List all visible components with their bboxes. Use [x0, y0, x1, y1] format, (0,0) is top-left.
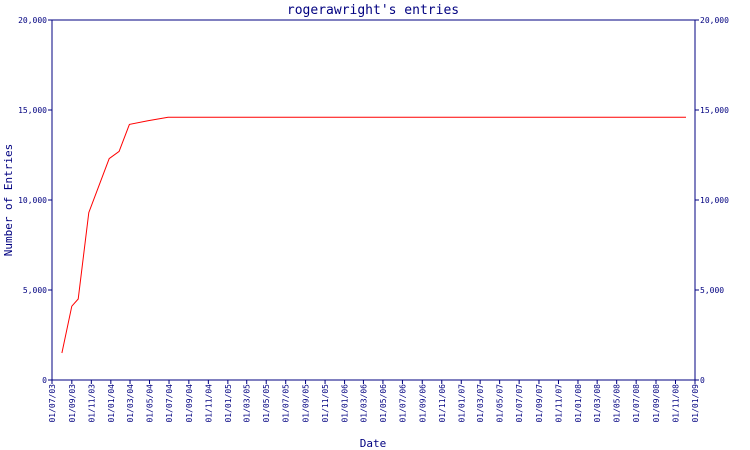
x-tick-label: 01/03/05 — [243, 384, 252, 423]
x-tick-label: 01/07/06 — [398, 384, 407, 423]
x-tick-label: 01/05/05 — [262, 384, 271, 423]
x-tick-label: 01/01/09 — [691, 384, 700, 423]
x-tick-label: 01/11/06 — [438, 384, 447, 423]
data-line — [61, 116, 686, 354]
x-tick-label: 01/01/08 — [574, 384, 583, 423]
x-tick-label: 01/07/03 — [48, 384, 57, 423]
x-axis-label: Date — [360, 437, 387, 450]
x-tick-label: 01/09/08 — [652, 384, 661, 423]
plot-frame — [51, 19, 696, 381]
x-tick-label: 01/03/04 — [126, 384, 135, 423]
x-tick-label: 01/11/07 — [554, 384, 563, 423]
y-tick-label: 15,000 — [18, 106, 47, 115]
x-tick-label: 01/03/07 — [476, 384, 485, 423]
x-tick-label: 01/01/07 — [457, 384, 466, 423]
x-tick-label: 01/11/08 — [671, 384, 680, 423]
y-axis-label: Number of Entries — [2, 144, 15, 257]
x-tick-label: 01/09/05 — [302, 384, 311, 423]
x-tick-label: 01/11/05 — [321, 384, 330, 423]
y2-tick-label: 10,000 — [700, 196, 729, 205]
x-tick-label: 01/01/06 — [341, 384, 350, 423]
y2-tick-label: 15,000 — [700, 106, 729, 115]
x-tick-label: 01/07/04 — [165, 384, 174, 423]
x-tick-label: 01/07/05 — [282, 384, 291, 423]
y2-tick-label: 0 — [700, 376, 705, 385]
x-tick-label: 01/03/08 — [593, 384, 602, 423]
x-tick-label: 01/11/04 — [204, 384, 213, 423]
y-tick-label: 0 — [42, 376, 47, 385]
y-tick-label: 20,000 — [18, 16, 47, 25]
y2-tick-label: 20,000 — [700, 16, 729, 25]
x-tick-label: 01/07/07 — [515, 384, 524, 423]
x-tick-label: 01/05/04 — [146, 384, 155, 423]
x-tick-label: 01/09/03 — [68, 384, 77, 423]
x-tick-label: 01/05/06 — [379, 384, 388, 423]
x-tick-label: 01/09/07 — [535, 384, 544, 423]
x-tick-label: 01/11/03 — [87, 384, 96, 423]
x-tick-label: 01/05/08 — [613, 384, 622, 423]
chart-title: rogerawright's entries — [287, 3, 459, 18]
y-tick-label: 5,000 — [23, 286, 47, 295]
y2-tick-label: 5,000 — [700, 286, 724, 295]
x-tick-label: 01/03/06 — [359, 384, 368, 423]
x-tick-label: 01/05/07 — [496, 384, 505, 423]
x-tick-label: 01/01/04 — [107, 384, 116, 423]
x-tick-label: 01/07/08 — [632, 384, 641, 423]
x-tick-label: 01/01/05 — [224, 384, 233, 423]
y-tick-label: 10,000 — [18, 196, 47, 205]
x-tick-label: 01/09/04 — [185, 384, 194, 423]
x-tick-label: 01/09/06 — [418, 384, 427, 423]
